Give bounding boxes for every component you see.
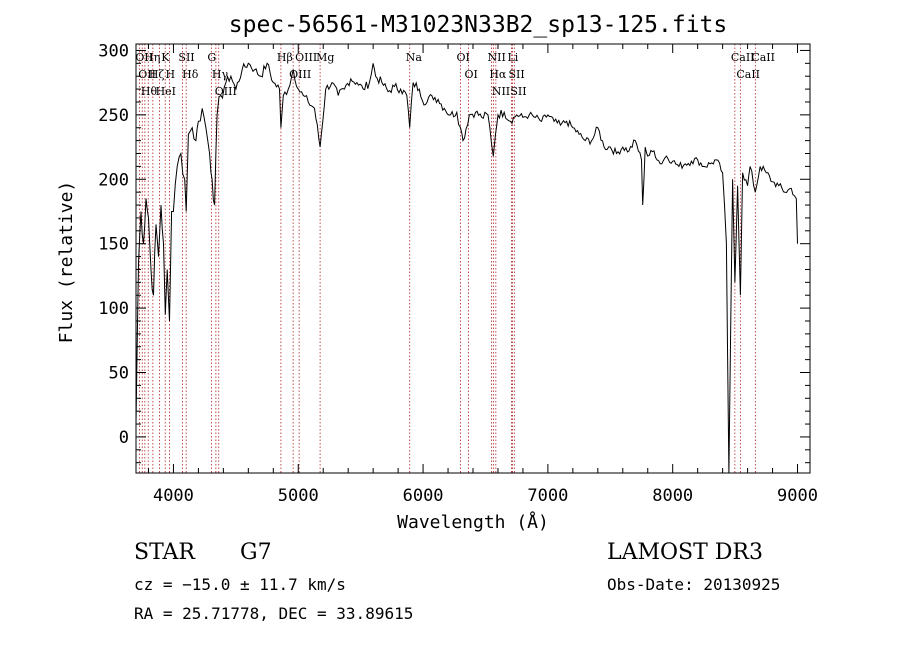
- line-marker-label: HeI: [156, 85, 176, 98]
- line-marker-label: G: [207, 51, 216, 64]
- line-marker-labels: OIIOIIHθHηHζHeIKHSIIHδGHγOIIIHβOIIIOIIIM…: [135, 51, 775, 98]
- y-tick-label: 0: [119, 428, 129, 448]
- line-markers: [138, 44, 756, 473]
- line-marker-label: H: [165, 68, 175, 81]
- chart-title: spec-56561-M31023N33B2_sp13-125.fits: [229, 12, 728, 38]
- y-tick-label: 100: [98, 299, 129, 319]
- line-marker-label: Hγ: [212, 68, 229, 81]
- line-marker-label: SII: [178, 51, 194, 64]
- x-tick-label: 9000: [777, 486, 818, 506]
- x-tick-label: 6000: [403, 486, 444, 506]
- y-axis-ticks: 0 50 100 150 200 250 300: [98, 41, 810, 464]
- line-marker-label: NII: [487, 51, 505, 64]
- y-axis-label: Flux (relative): [56, 181, 77, 344]
- y-tick-label: 150: [98, 235, 129, 255]
- line-marker-label: NII: [492, 85, 510, 98]
- line-marker-label: K: [161, 51, 170, 64]
- line-marker-label: Hθ: [141, 85, 158, 98]
- line-marker-label: Hη: [144, 51, 160, 64]
- x-axis-ticks: 4000 5000 6000 7000 8000 9000: [147, 44, 818, 506]
- x-tick-label: 5000: [278, 486, 319, 506]
- line-marker-label: Mg: [316, 51, 334, 64]
- line-marker-label: Li: [507, 51, 518, 64]
- line-marker-label: Hδ: [182, 68, 199, 81]
- x-tick-label: 4000: [153, 486, 194, 506]
- line-marker-label: OI: [457, 51, 470, 64]
- survey-name: LAMOST DR3: [607, 540, 763, 565]
- x-tick-label: 8000: [652, 486, 693, 506]
- line-marker-label: OII: [135, 51, 153, 64]
- observation-date: Obs-Date: 20130925: [607, 575, 781, 594]
- line-marker-label: OI: [465, 68, 478, 81]
- coordinates: RA = 25.71778, DEC = 33.89615: [134, 604, 414, 623]
- y-tick-label: 250: [98, 106, 129, 126]
- line-marker-label: Na: [406, 51, 423, 64]
- line-marker-label: CaII: [751, 51, 775, 64]
- line-marker-label: OIII: [215, 85, 237, 98]
- line-marker-label: SII: [510, 85, 526, 98]
- line-marker-label: SII: [508, 68, 524, 81]
- object-subclass: G7: [240, 540, 272, 565]
- plot-frame: [135, 43, 811, 474]
- line-marker-label: OII: [138, 68, 156, 81]
- object-class: STAR: [134, 540, 195, 565]
- x-axis-label: Wavelength (Å): [397, 511, 549, 533]
- line-marker-label: Hβ: [277, 51, 293, 64]
- line-marker-label: Hα: [489, 68, 507, 81]
- x-tick-label: 7000: [527, 486, 568, 506]
- line-marker-label: CaII: [731, 51, 755, 64]
- y-tick-label: 200: [98, 170, 129, 190]
- redshift-cz: cz = −15.0 ± 11.7 km/s: [134, 575, 346, 594]
- line-marker-label: CaII: [736, 68, 760, 81]
- line-marker-label: Hζ: [149, 68, 165, 81]
- line-marker-label: OIII: [295, 51, 317, 64]
- flux-series-line: [135, 62, 798, 474]
- y-tick-label: 300: [98, 41, 129, 61]
- y-tick-label: 50: [109, 364, 129, 384]
